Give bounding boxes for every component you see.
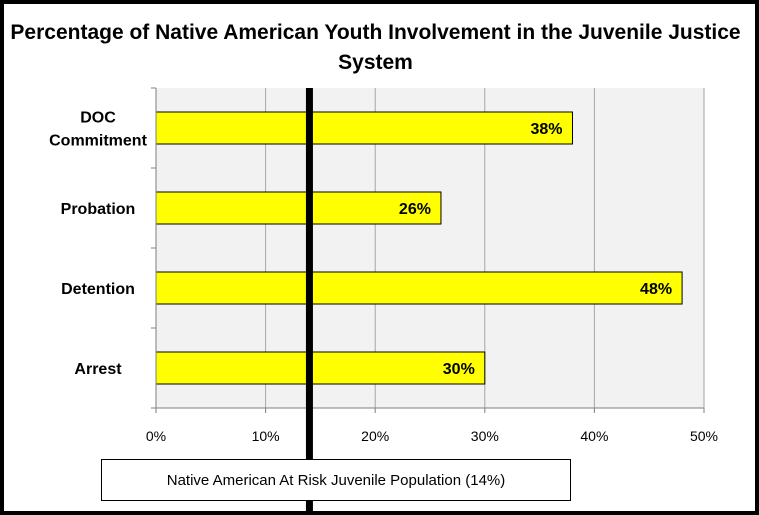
x-tick-label: 10% [252, 428, 280, 444]
bar-probation [155, 191, 442, 225]
category-label: DOC Commitment [49, 110, 147, 150]
x-tick-label: 50% [690, 428, 718, 444]
category-label: Arrest [74, 361, 122, 378]
bar-doc-commitment [155, 111, 573, 145]
x-tick-label: 40% [580, 428, 608, 444]
bars [155, 111, 683, 385]
x-tick-label: 30% [471, 428, 499, 444]
reference-line-label: Native American At Risk Juvenile Populat… [101, 459, 571, 501]
data-label: 26% [399, 201, 431, 218]
chart-title: Percentage of Native American Youth Invo… [0, 18, 751, 78]
data-label: 38% [530, 121, 562, 138]
category-label: Detention [61, 281, 135, 298]
x-tick-label: 0% [146, 428, 166, 444]
axes [151, 87, 705, 413]
reference-line-label-text: Native American At Risk Juvenile Populat… [166, 471, 506, 489]
chart-title-text: Percentage of Native American Youth Invo… [10, 21, 741, 74]
x-tick-label: 20% [361, 428, 389, 444]
bar-detention [155, 271, 683, 305]
data-label: 30% [443, 361, 475, 378]
labels: 0% 10% 20% 30% 40% 50% 30% Arrest 48% Detention 26… [49, 110, 718, 445]
data-label: 48% [640, 281, 672, 298]
bar-arrest [155, 351, 486, 385]
category-label: Probation [61, 201, 136, 218]
